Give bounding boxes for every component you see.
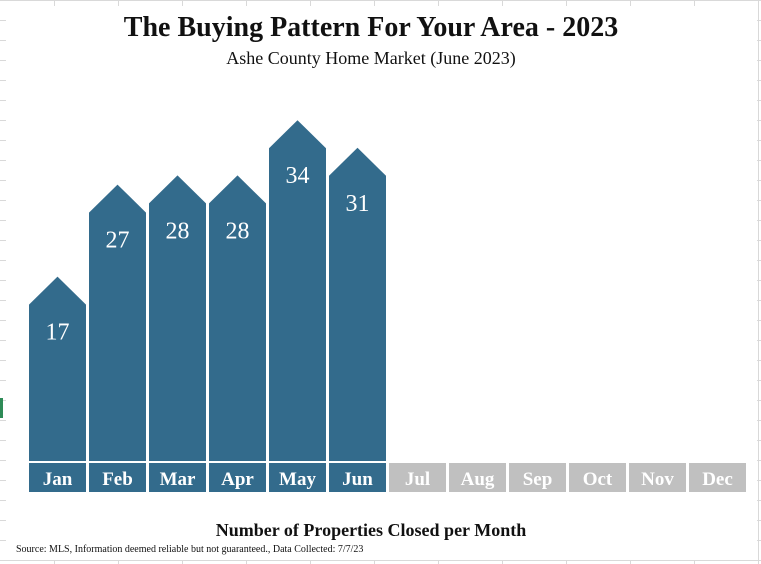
x-tick-label-feb: Feb [102, 469, 133, 490]
bar-may [269, 120, 326, 461]
month-label-bg-oct [569, 463, 626, 492]
chart-title: The Buying Pattern For Your Area - 2023 [123, 12, 619, 43]
data-label-may: 34 [286, 163, 310, 189]
month-label-bg-sep [509, 463, 566, 492]
month-label-bg-mar [149, 463, 206, 492]
month-label-bg-aug [449, 463, 506, 492]
data-label-feb: 27 [106, 228, 130, 254]
x-tick-label-mar: Mar [160, 469, 196, 490]
data-label-mar: 28 [166, 218, 190, 244]
month-label-bg-feb [89, 463, 146, 492]
month-label-bg-dec [689, 463, 746, 492]
bar-chart: 17 Jan 27 Feb 28 Mar 28 Apr 34 May 31 Jun Jul Aug Sep O… [29, 120, 746, 492]
month-label-bg-apr [209, 463, 266, 492]
month-label-bg-nov [629, 463, 686, 492]
month-label-bg-jan [29, 463, 86, 492]
bar-mar [149, 175, 206, 461]
data-label-apr: 28 [226, 218, 250, 244]
x-tick-label-nov: Nov [641, 469, 674, 490]
x-axis-title: Number of Properties Closed per Month [215, 520, 527, 540]
x-tick-label-jun: Jun [342, 469, 373, 490]
chart-area: The Buying Pattern For Your Area - 2023 … [6, 6, 757, 560]
bar-feb [89, 184, 146, 461]
chart-subtitle: Ashe County Home Market (June 2023) [226, 48, 516, 68]
data-label-jun: 31 [346, 191, 370, 217]
month-label-bg-jun [329, 463, 386, 492]
data-label-jan: 17 [46, 320, 70, 346]
x-tick-label-apr: Apr [221, 469, 254, 490]
x-tick-label-may: May [279, 469, 316, 490]
x-tick-label-sep: Sep [523, 469, 553, 490]
bar-jan [29, 276, 86, 461]
x-tick-label-jan: Jan [43, 469, 73, 490]
x-tick-label-oct: Oct [583, 469, 613, 490]
bar-jun [329, 147, 386, 462]
x-tick-label-jul: Jul [405, 469, 430, 490]
source-note: Source: MLS, Information deemed reliable… [16, 544, 364, 555]
month-label-bg-may [269, 463, 326, 492]
x-tick-label-aug: Aug [461, 469, 495, 490]
x-tick-label-dec: Dec [702, 469, 733, 490]
month-label-bg-jul [389, 463, 446, 492]
bar-apr [209, 175, 266, 461]
sheet-row-marker [0, 398, 3, 418]
